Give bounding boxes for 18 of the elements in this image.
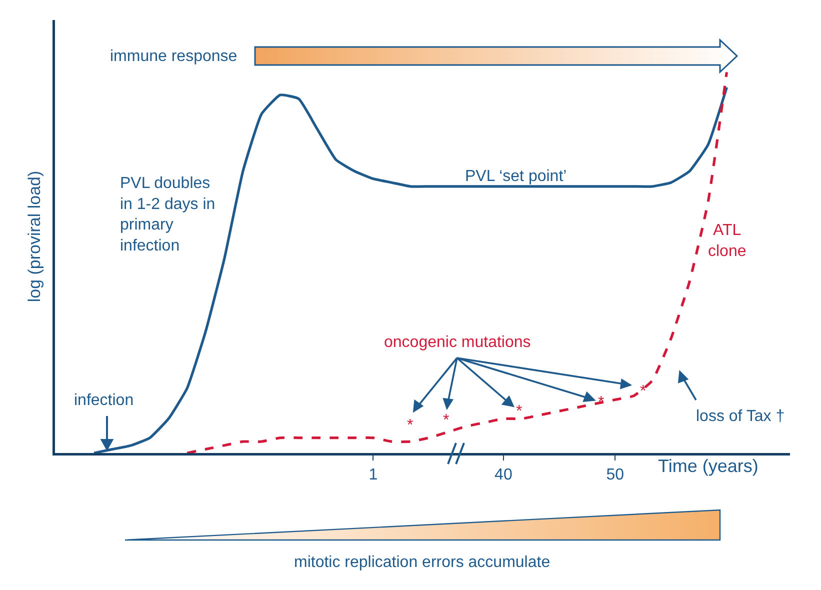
annotation: loss of Tax † [696,408,785,425]
y-axis-title: log (proviral load) [24,170,44,302]
x-tick-label: 40 [494,466,512,484]
annotation: * [407,417,414,434]
x-axis-title: Time (years) [658,456,758,476]
annotation: * [443,412,450,429]
x-tick-label: 1 [368,466,378,484]
annotation: * [640,383,646,400]
text: mitotic replication errors accumulate [294,554,550,571]
annotation: PVL doubles in 1-2 days in primary infection [120,175,216,254]
series-label: ATL clone [708,222,746,260]
annotation: * [516,403,522,420]
text: immune response [110,48,238,65]
annotation: infection [74,392,134,409]
x-tick-label: 50 [606,466,624,484]
annotation: oncogenic mutations [384,334,531,351]
annotation: PVL ‘set point’ [465,168,567,185]
annotation: * [598,394,604,411]
